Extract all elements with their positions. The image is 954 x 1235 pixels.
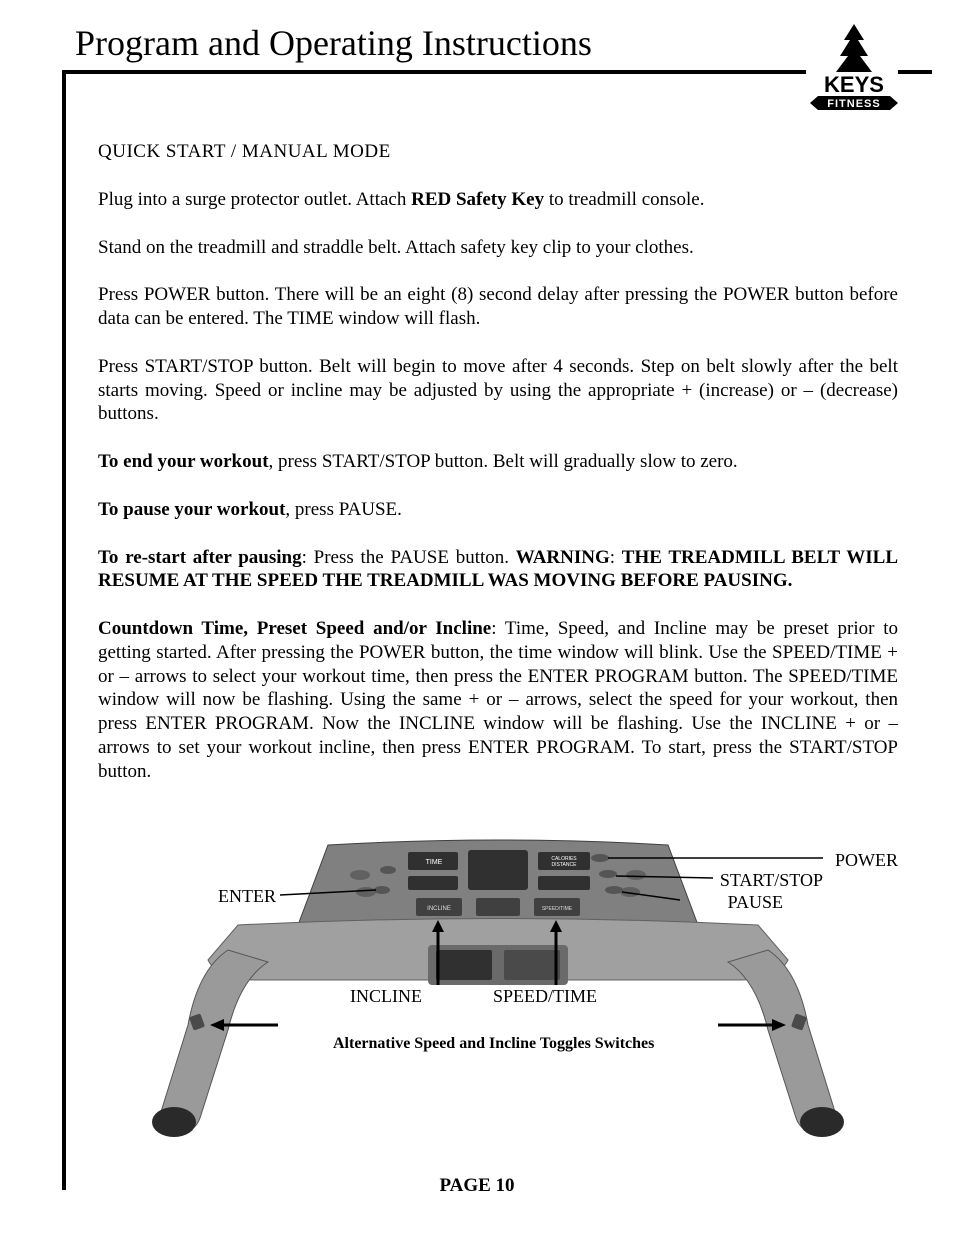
label-power: POWER <box>835 850 898 871</box>
body-content: QUICK START / MANUAL MODE Plug into a su… <box>98 140 898 807</box>
label-toggles: Alternative Speed and Incline Toggles Sw… <box>333 1035 654 1053</box>
paragraph-end: To end your workout, press START/STOP bu… <box>98 450 898 474</box>
paragraph-restart: To re-start after pausing: Press the PAU… <box>98 546 898 594</box>
logo-text-1: KEYS <box>824 72 884 97</box>
paragraph-pause: To pause your workout, press PAUSE. <box>98 498 898 522</box>
svg-text:INCLINE: INCLINE <box>427 906 451 912</box>
page-title: Program and Operating Instructions <box>75 22 592 64</box>
paragraph-start: Press START/STOP button. Belt will begin… <box>98 355 898 426</box>
paragraph-plug: Plug into a surge protector outlet. Atta… <box>98 188 898 212</box>
paragraph-stand: Stand on the treadmill and straddle belt… <box>98 236 898 260</box>
svg-text:DISTANCE: DISTANCE <box>552 862 578 868</box>
logo-text-2: FITNESS <box>827 98 880 110</box>
section-heading: QUICK START / MANUAL MODE <box>98 140 898 164</box>
paragraph-power: Press POWER button. There will be an eig… <box>98 283 898 331</box>
page-number: PAGE 10 <box>0 1175 954 1197</box>
paragraph-countdown: Countdown Time, Preset Speed and/or Incl… <box>98 617 898 783</box>
label-incline: INCLINE <box>350 986 422 1007</box>
console-diagram: TIME CALORIES DISTANCE INCLINE SPEED/TIM… <box>98 830 898 1150</box>
label-start: START/STOP <box>720 870 823 891</box>
label-speed: SPEED/TIME <box>493 986 597 1007</box>
rule-top <box>62 70 932 74</box>
label-enter: ENTER <box>218 886 276 907</box>
rule-left <box>62 70 66 1190</box>
label-pause: PAUSE <box>728 892 783 913</box>
svg-text:TIME: TIME <box>426 859 443 866</box>
brand-logo: KEYS FITNESS <box>806 22 898 110</box>
svg-text:SPEED/TIME: SPEED/TIME <box>542 906 573 912</box>
